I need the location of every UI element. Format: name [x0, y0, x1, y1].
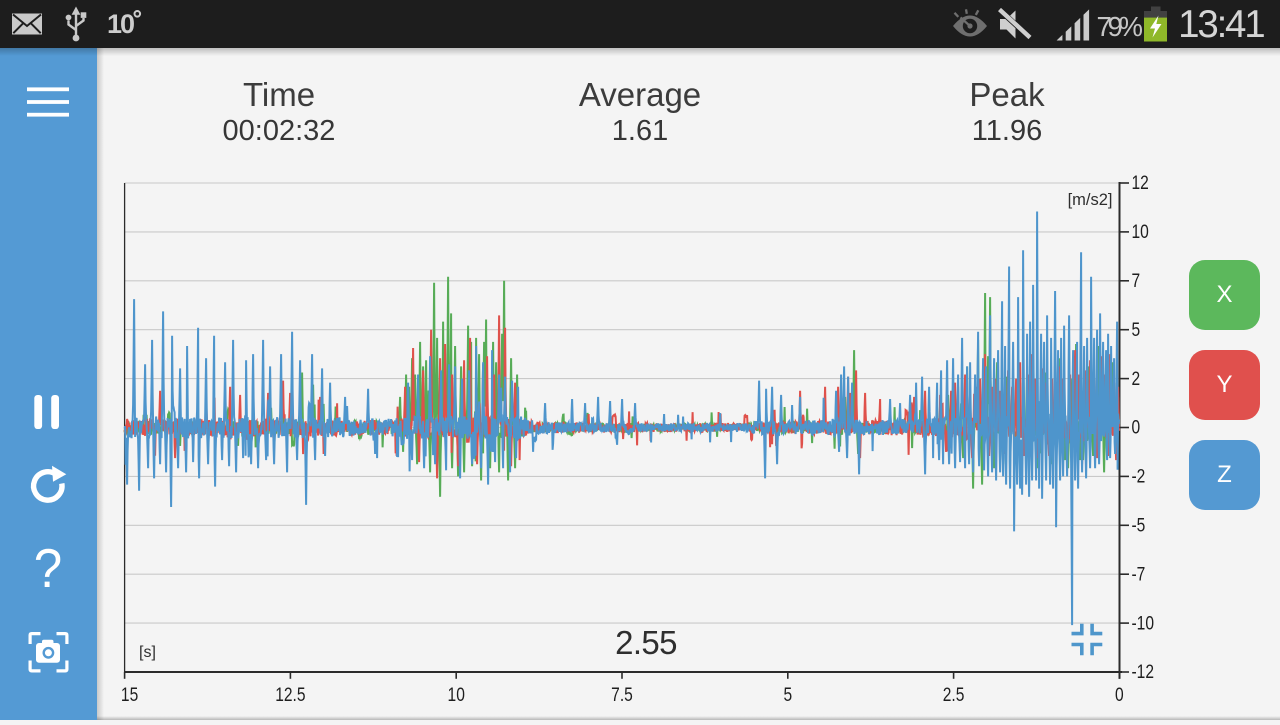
- svg-text:[s]: [s]: [139, 644, 156, 661]
- svg-text:10: 10: [1132, 221, 1149, 243]
- svg-text:13:41: 13:41: [1178, 3, 1264, 46]
- svg-text:7: 7: [1132, 270, 1141, 292]
- svg-text:5: 5: [1132, 318, 1141, 340]
- svg-text:-2: -2: [1132, 465, 1146, 487]
- svg-text:7.5: 7.5: [611, 684, 633, 706]
- svg-text:?: ?: [34, 538, 62, 599]
- svg-text:-10: -10: [1132, 612, 1155, 634]
- svg-text:10: 10: [448, 684, 465, 706]
- svg-text:5: 5: [783, 684, 792, 706]
- svg-text:0: 0: [1132, 416, 1141, 438]
- svg-text:[m/s2]: [m/s2]: [1068, 191, 1113, 209]
- svg-text:12: 12: [1132, 172, 1149, 194]
- svg-text:-5: -5: [1132, 514, 1146, 536]
- svg-text:10: 10: [107, 9, 134, 39]
- svg-text:79%: 79%: [1097, 11, 1143, 42]
- svg-text:2.55: 2.55: [615, 624, 677, 661]
- svg-text:2: 2: [1132, 367, 1141, 389]
- svg-text:0: 0: [1115, 684, 1124, 706]
- svg-text:15: 15: [121, 684, 138, 706]
- svg-text:12.5: 12.5: [275, 684, 305, 706]
- svg-text:-7: -7: [1132, 563, 1146, 585]
- svg-text:2.5: 2.5: [943, 684, 965, 706]
- svg-text:-12: -12: [1132, 661, 1155, 683]
